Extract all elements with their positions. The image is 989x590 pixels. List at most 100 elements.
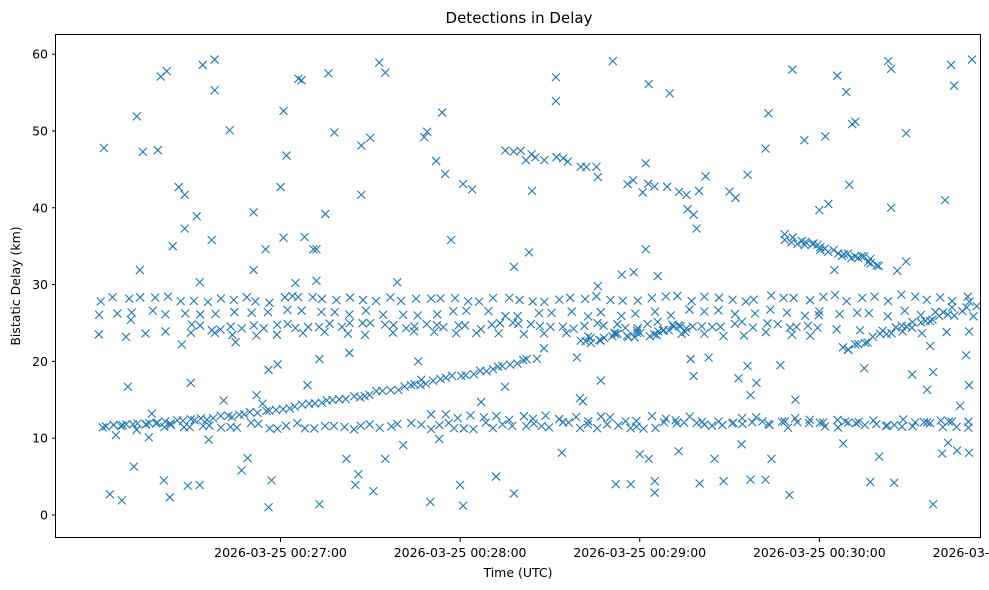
data-point-marker — [491, 472, 501, 481]
data-point-marker — [868, 332, 878, 342]
data-point-marker — [409, 326, 419, 336]
data-point-marker — [426, 424, 436, 434]
data-point-marker — [787, 330, 797, 340]
data-point-marker — [910, 292, 920, 302]
data-point-marker — [230, 307, 239, 317]
data-point-marker — [964, 380, 974, 390]
data-point-marker — [936, 416, 946, 425]
data-point-marker — [396, 296, 406, 306]
data-point-marker — [859, 363, 869, 373]
data-point-marker — [349, 424, 359, 434]
data-point-marker — [416, 420, 426, 429]
data-point-marker — [599, 321, 608, 331]
data-point-marker — [272, 330, 282, 340]
data-point-marker — [141, 419, 151, 429]
data-point-marker — [94, 330, 104, 339]
data-point-marker — [935, 292, 945, 302]
data-point-marker — [611, 479, 621, 489]
data-point-marker — [365, 318, 375, 328]
data-point-marker — [225, 125, 235, 135]
data-point-marker — [699, 292, 709, 302]
data-point-marker — [969, 311, 978, 321]
data-point-marker — [324, 69, 333, 78]
data-point-marker — [440, 169, 450, 179]
data-point-marker — [360, 391, 370, 401]
data-point-marker — [356, 141, 366, 150]
data-point-marker — [265, 298, 274, 308]
y-tick-label: 40 — [32, 200, 48, 215]
data-point-marker — [944, 417, 954, 426]
data-point-marker — [793, 239, 802, 249]
data-point-marker — [583, 420, 593, 430]
data-point-marker — [882, 421, 892, 430]
data-point-marker — [488, 293, 498, 303]
data-point-marker — [758, 417, 767, 426]
data-point-marker — [818, 292, 828, 302]
data-point-marker — [461, 306, 471, 316]
data-point-marker — [317, 294, 327, 304]
data-point-marker — [586, 333, 595, 343]
data-point-marker — [455, 480, 465, 490]
data-point-marker — [626, 423, 635, 433]
data-point-marker — [889, 478, 899, 488]
data-point-marker — [361, 306, 371, 316]
data-point-marker — [526, 319, 536, 329]
data-point-marker — [245, 407, 255, 417]
data-point-marker — [608, 56, 618, 66]
data-point-marker — [195, 310, 205, 319]
data-point-marker — [141, 329, 150, 338]
data-point-marker — [689, 210, 699, 220]
data-point-marker — [801, 237, 810, 247]
data-point-marker — [599, 333, 609, 343]
data-point-marker — [441, 409, 451, 419]
data-point-marker — [869, 416, 878, 425]
data-point-marker — [458, 179, 468, 189]
data-point-marker — [661, 414, 671, 423]
data-point-marker — [519, 329, 529, 339]
data-point-marker — [591, 291, 601, 301]
data-point-marker — [394, 385, 403, 395]
data-point-marker — [728, 418, 738, 428]
data-point-marker — [739, 331, 749, 340]
data-point-marker — [818, 418, 828, 427]
data-point-marker — [513, 319, 523, 329]
data-point-marker — [528, 297, 538, 306]
data-point-marker — [833, 415, 842, 425]
data-point-marker — [310, 399, 320, 408]
data-point-marker — [791, 395, 800, 405]
data-point-marker — [558, 153, 568, 163]
data-point-marker — [823, 247, 833, 257]
data-point-marker — [864, 308, 874, 318]
data-point-marker — [168, 241, 178, 251]
data-point-marker — [283, 305, 292, 315]
data-point-marker — [144, 433, 154, 442]
data-point-marker — [883, 296, 893, 306]
data-point-marker — [132, 112, 142, 121]
data-point-marker — [851, 418, 861, 428]
data-point-marker — [838, 342, 848, 352]
data-point-marker — [398, 440, 408, 450]
data-point-marker — [398, 310, 408, 320]
data-point-marker — [840, 417, 850, 426]
data-point-marker — [219, 396, 229, 405]
data-point-marker — [386, 385, 396, 395]
data-point-marker — [356, 190, 366, 200]
data-point-marker — [746, 475, 755, 485]
data-point-marker — [419, 132, 429, 142]
data-point-marker — [682, 190, 691, 200]
data-point-marker — [955, 401, 965, 411]
data-point-marker — [160, 309, 170, 319]
data-point-marker — [451, 328, 461, 338]
data-point-marker — [210, 85, 220, 95]
data-point-marker — [389, 320, 398, 330]
data-point-marker — [681, 323, 691, 333]
data-point-marker — [524, 247, 534, 257]
y-tick-label: 30 — [32, 277, 48, 292]
data-point-marker — [507, 421, 517, 431]
data-point-marker — [539, 297, 549, 307]
data-point-marker — [767, 454, 776, 464]
data-point-marker — [813, 323, 822, 333]
x-axis-label: Time (UTC) — [482, 565, 552, 580]
data-point-marker — [204, 435, 214, 445]
data-point-marker — [474, 297, 484, 306]
